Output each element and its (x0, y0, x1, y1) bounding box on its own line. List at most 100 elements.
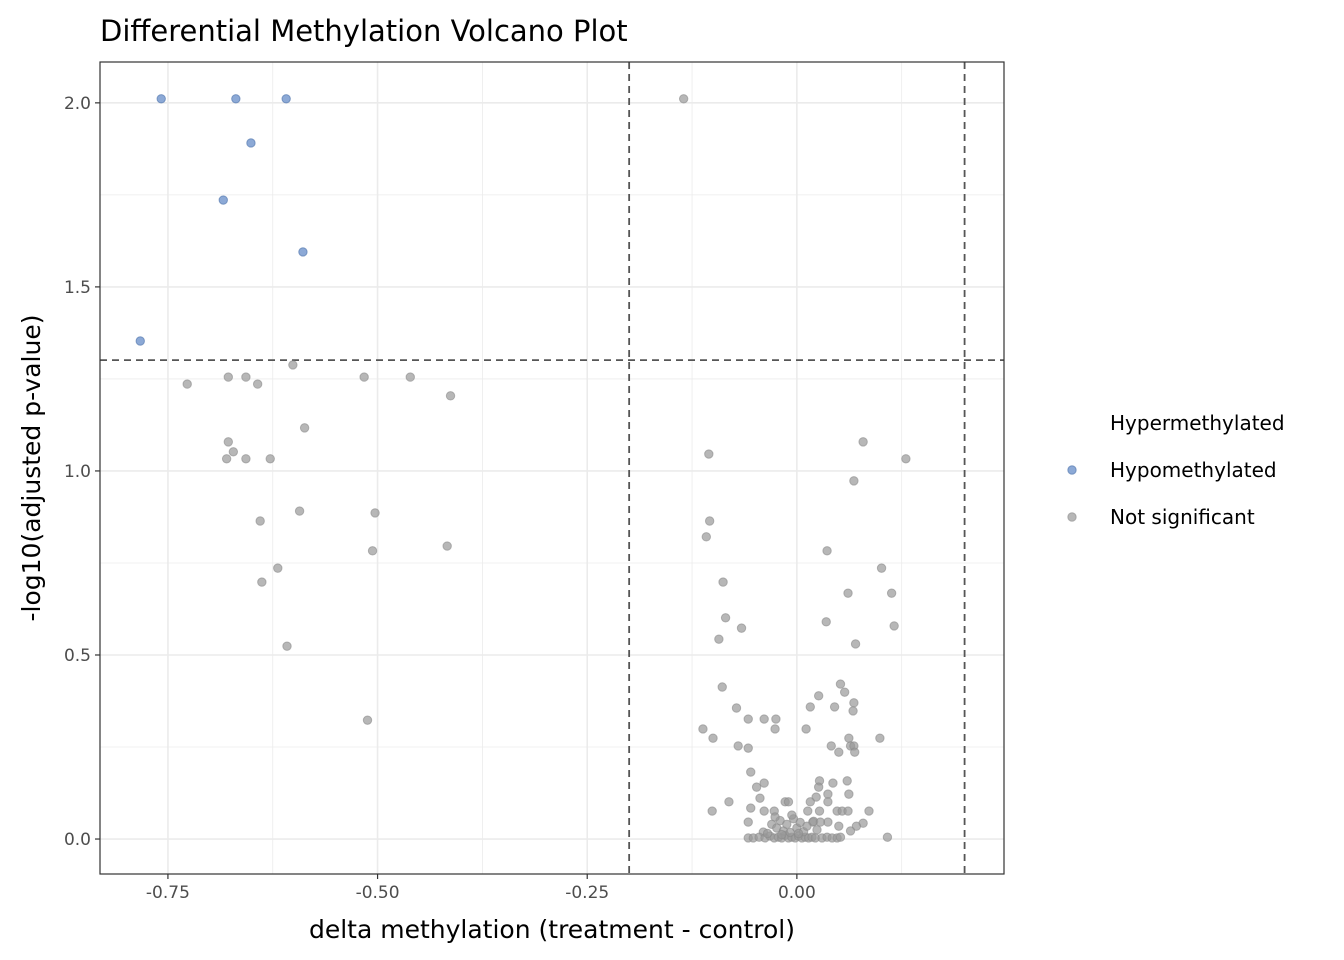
chart-title: Differential Methylation Volcano Plot (100, 14, 628, 48)
data-point (770, 812, 780, 822)
data-point (864, 806, 874, 816)
data-point (718, 577, 728, 587)
x-tick-label: -0.50 (356, 883, 400, 903)
data-point (875, 733, 885, 743)
legend-key (1067, 465, 1077, 475)
data-point (771, 714, 781, 724)
data-point (743, 714, 753, 724)
data-point (298, 247, 308, 257)
data-point (835, 832, 846, 842)
legend-label: Not significant (1110, 505, 1255, 529)
panel-border (99, 61, 1005, 875)
data-point (849, 698, 859, 708)
data-point (252, 379, 263, 389)
y-tick-label: 0.0 (64, 830, 91, 850)
data-point (759, 714, 769, 724)
data-point (241, 454, 251, 464)
data-point (265, 454, 275, 464)
x-tick-label: -0.75 (146, 883, 190, 903)
data-point (733, 741, 743, 751)
data-point (724, 797, 734, 807)
data-point (405, 372, 415, 382)
data-point (231, 94, 241, 104)
data-point (813, 691, 824, 701)
data-point (743, 817, 753, 827)
data-point (782, 819, 792, 830)
data-point (704, 449, 714, 459)
data-point (828, 778, 838, 788)
data-point (701, 532, 712, 542)
data-point (801, 724, 811, 734)
data-point (829, 702, 840, 712)
data-point (698, 724, 708, 734)
data-point (849, 476, 859, 486)
data-point (839, 687, 850, 697)
data-point (848, 706, 858, 716)
data-point (777, 829, 787, 840)
y-tick-label: 1.0 (64, 462, 91, 482)
data-point (273, 563, 283, 573)
y-axis: 0.0 0.5 1.0 1.5 2.0 (64, 94, 100, 850)
data-point (886, 588, 897, 598)
data-point (858, 437, 868, 447)
data-point (759, 778, 769, 788)
points (135, 94, 911, 843)
data-point (736, 623, 747, 633)
data-point (826, 741, 836, 751)
legend-label: Hypermethylated (1110, 411, 1285, 435)
data-point (803, 806, 813, 816)
data-point (823, 797, 833, 807)
data-point (294, 506, 305, 516)
y-tick-label: 1.5 (64, 278, 91, 298)
data-point (845, 826, 856, 836)
data-point (228, 447, 239, 457)
data-point (844, 733, 854, 743)
data-point (678, 94, 689, 104)
data-point (805, 797, 815, 807)
x-axis: -0.75 -0.50 -0.25 0.00 (146, 874, 816, 903)
data-point (223, 437, 234, 447)
data-point (182, 379, 192, 389)
data-point (288, 360, 298, 370)
data-point (762, 828, 773, 839)
data-point (707, 806, 717, 816)
data-point (813, 782, 824, 792)
data-point (805, 702, 815, 712)
data-point (746, 803, 756, 813)
data-point (281, 94, 291, 104)
data-point (218, 195, 228, 205)
threshold-lines (100, 62, 1004, 874)
data-point (135, 336, 145, 346)
x-tick-label: 0.00 (778, 883, 816, 903)
data-point (445, 391, 456, 401)
x-axis-label: delta methylation (treatment - control) (309, 915, 795, 944)
data-point (246, 138, 256, 148)
data-point (708, 733, 718, 743)
data-point (714, 634, 724, 644)
data-point (842, 776, 852, 786)
data-point (223, 372, 234, 382)
data-point (720, 613, 731, 623)
x-tick-label: -0.25 (565, 883, 609, 903)
data-point (822, 546, 832, 556)
data-point (850, 639, 861, 649)
data-point (282, 641, 292, 651)
data-point (241, 372, 251, 382)
y-axis-label: -log10(adjusted p-value) (17, 315, 46, 622)
data-point (704, 516, 715, 526)
data-point (255, 516, 265, 526)
data-point (802, 821, 812, 831)
data-point (156, 94, 166, 104)
data-point (746, 767, 756, 777)
data-point (442, 541, 452, 551)
data-point (299, 423, 310, 433)
data-point (812, 825, 822, 835)
data-point (755, 793, 765, 803)
data-point (843, 806, 853, 816)
data-point (843, 588, 853, 598)
data-point (815, 817, 826, 827)
data-point (889, 621, 899, 631)
data-point (759, 806, 769, 816)
data-point (834, 821, 844, 831)
